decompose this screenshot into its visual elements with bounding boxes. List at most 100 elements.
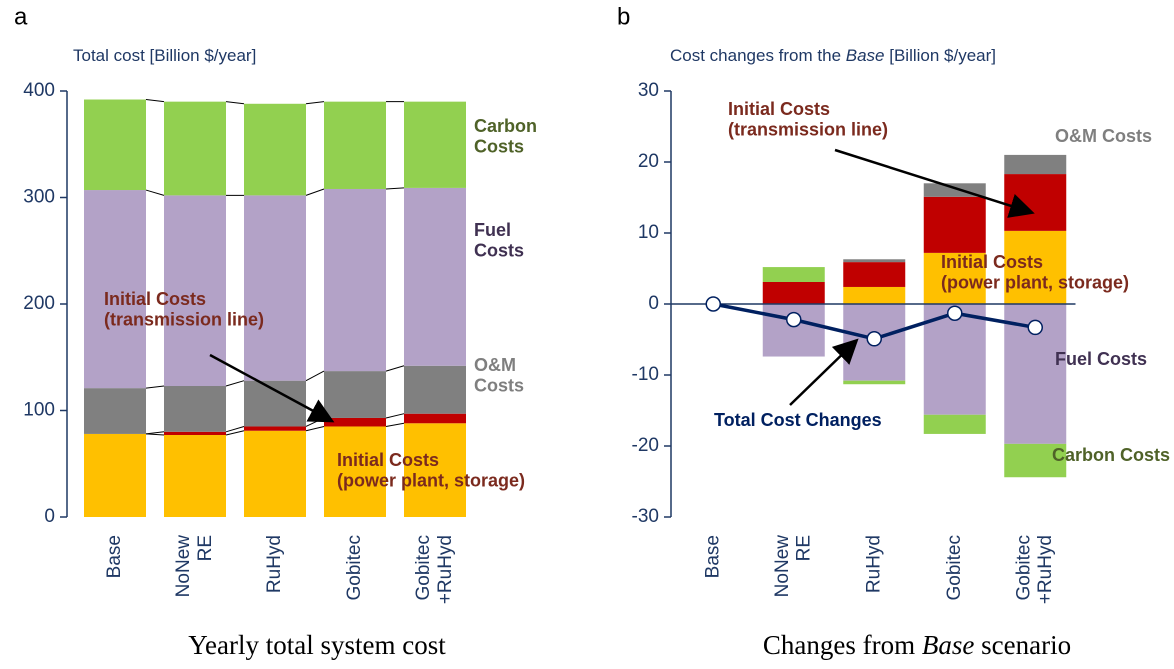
bar-segment <box>843 380 906 385</box>
line-label: Total Cost Changes <box>714 410 882 430</box>
connector <box>145 385 165 389</box>
series-label: Initial Costs (transmission line) <box>728 99 888 140</box>
bar-segment <box>164 434 226 517</box>
series-label: Carbon Costs <box>474 116 537 157</box>
total-point <box>1027 319 1043 336</box>
connector <box>385 365 405 372</box>
bar-segment <box>1004 443 1067 478</box>
y-axis-title: Total cost [Billion $/year] <box>73 46 256 65</box>
y-axis-title: Cost changes from the Base [Billion $/ye… <box>670 46 996 65</box>
y-tick-label: 20 <box>638 151 659 172</box>
y-tick-label: 0 <box>44 506 55 527</box>
caption: Yearly total system cost <box>188 630 446 660</box>
y-tick-label: -10 <box>632 364 659 385</box>
bar-segment <box>923 196 986 253</box>
connector <box>225 430 245 436</box>
bar-segment <box>164 431 226 435</box>
caption-part: scenario <box>974 630 1071 660</box>
y-tick-label: -30 <box>632 506 659 527</box>
connector <box>305 101 325 105</box>
series-label: Initial Costs (transmission line) <box>104 289 264 330</box>
x-tick-label: Gobitec+RuHyd <box>1013 535 1056 604</box>
caption-part: Changes from <box>763 630 922 660</box>
bar-segment <box>404 423 466 517</box>
bar-segment <box>324 371 386 418</box>
bar-segment <box>923 304 986 415</box>
bars-layer <box>84 99 1076 517</box>
x-tick-label: RuHyd <box>863 535 884 593</box>
bar-segment <box>244 195 306 381</box>
x-tick-label: Base <box>702 535 723 578</box>
connector <box>145 189 165 196</box>
y-tick-label: 400 <box>23 80 55 101</box>
bar-segment <box>324 101 386 189</box>
y-tick-label: 100 <box>23 400 55 421</box>
connector <box>145 431 165 435</box>
caption-part: Yearly total system cost <box>188 630 446 660</box>
panel-label: b <box>617 3 630 30</box>
bar-segment <box>84 99 146 191</box>
bar-segment <box>84 433 146 517</box>
arrow <box>209 353 335 423</box>
connector <box>385 187 405 190</box>
connector <box>385 422 405 427</box>
series-label: O&M Costs <box>474 355 524 396</box>
total-point <box>947 305 963 321</box>
panel-label: a <box>14 3 28 30</box>
y-tick-label: 10 <box>638 222 659 243</box>
x-tick-label: Gobitec <box>344 535 365 600</box>
bar-segment <box>923 252 986 304</box>
bar-segment <box>244 103 306 196</box>
bar-segment <box>404 101 466 188</box>
bar-segment <box>923 414 986 434</box>
connector <box>385 413 405 419</box>
bar-segment <box>404 187 466 366</box>
bar-segment <box>1004 174 1067 231</box>
y-axis-title-part: [Billion $/year] <box>885 46 997 65</box>
y-axis-title-part: Cost changes from the <box>670 46 846 65</box>
bar-segment <box>324 188 386 372</box>
bar-segment <box>404 413 466 424</box>
bar-segment <box>164 386 226 432</box>
connector <box>225 425 245 433</box>
connector <box>305 417 325 427</box>
arrow <box>834 148 1035 218</box>
total-point <box>866 331 882 347</box>
x-tick-label: NoNewRE <box>173 535 216 598</box>
y-tick-label: 30 <box>638 80 659 101</box>
bar-segment <box>404 365 466 414</box>
bar-segment <box>244 430 306 517</box>
connector <box>305 188 325 196</box>
total-point <box>786 311 802 328</box>
bar-segment <box>164 101 226 196</box>
bar-segment <box>164 195 226 387</box>
bar-segment <box>1004 154 1067 175</box>
connector <box>305 370 325 382</box>
y-axis-title-part: Base <box>846 46 885 65</box>
y-tick-label: -20 <box>632 435 659 456</box>
y-axis-title-part: Total cost [Billion $/year] <box>73 46 256 65</box>
series-label: Carbon Costs <box>1052 445 1170 465</box>
x-tick-label: NoNewRE <box>772 535 815 598</box>
x-tick-label: Gobitec <box>944 535 965 600</box>
x-tick-label: Gobitec+RuHyd <box>413 535 456 604</box>
connector <box>145 99 165 103</box>
bar-segment <box>762 281 825 304</box>
caption: Changes from Base scenario <box>763 630 1071 660</box>
bar-segment <box>843 259 906 263</box>
bar-segment <box>84 388 146 434</box>
caption-part: Base <box>922 630 975 660</box>
y-tick-label: 200 <box>23 293 55 314</box>
series-label: Initial Costs (power plant, storage) <box>337 450 525 491</box>
series-label: O&M Costs <box>1055 126 1152 146</box>
bar-segment <box>84 190 146 389</box>
connector <box>225 380 245 387</box>
connector <box>305 425 325 432</box>
bar-segment <box>1004 230 1067 304</box>
connector <box>225 101 245 105</box>
y-tick-label: 300 <box>23 187 55 208</box>
series-label: Fuel Costs <box>1055 349 1147 369</box>
x-tick-label: RuHyd <box>264 535 285 593</box>
bar-segment <box>324 426 386 517</box>
